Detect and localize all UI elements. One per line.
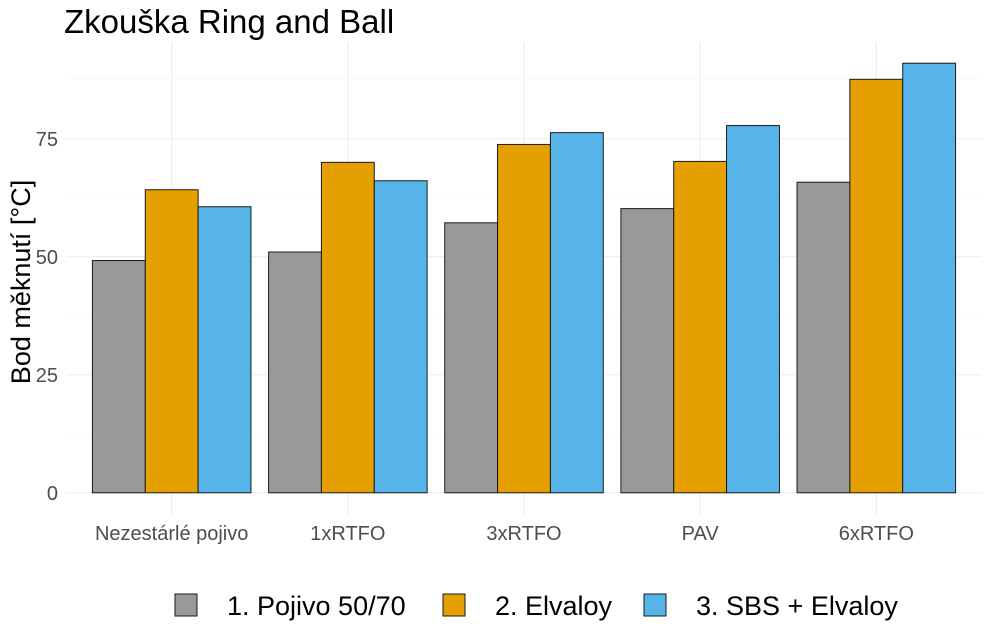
bar-pav-series-1 bbox=[620, 208, 675, 494]
bars bbox=[91, 62, 957, 494]
chart-title: Zkouška Ring and Ball bbox=[64, 3, 394, 40]
y-tick-label: 50 bbox=[36, 247, 58, 269]
bar-3xrtfo-series-3 bbox=[549, 132, 604, 494]
legend-label-series-1: 1. Pojivo 50/70 bbox=[227, 591, 406, 621]
bar-6xrtfo-series-3 bbox=[902, 62, 957, 494]
legend-key-series-2 bbox=[442, 593, 466, 617]
bar-6xrtfo-series-1 bbox=[796, 181, 851, 494]
bar-nezest-rl-pojivo-series-2 bbox=[144, 189, 199, 494]
x-tick-label: Nezestárlé pojivo bbox=[95, 523, 248, 545]
bar-1xrtfo-series-3 bbox=[373, 180, 428, 494]
bar-3xrtfo-series-2 bbox=[497, 143, 551, 494]
bar-3xrtfo-series-1 bbox=[444, 222, 499, 494]
bar-1xrtfo-series-1 bbox=[268, 251, 322, 494]
legend-key-series-1 bbox=[174, 593, 198, 617]
legend-label-series-3: 3. SBS + Elvaloy bbox=[696, 591, 898, 621]
legend-label-series-2: 2. Elvaloy bbox=[495, 591, 613, 621]
y-tick-label: 0 bbox=[47, 483, 58, 505]
bar-pav-series-3 bbox=[726, 125, 780, 494]
y-tick-label: 25 bbox=[36, 365, 58, 387]
y-axis-ticks: 0 25 50 75 bbox=[36, 129, 58, 505]
x-tick-label: 1xRTFO bbox=[310, 523, 385, 545]
legend: 1. Pojivo 50/70 2. Elvaloy 3. SBS + Elvalo… bbox=[174, 591, 898, 621]
x-axis-ticks: Nezestárlé pojivo 1xRTFO 3xRTFO PAV 6xRTFO bbox=[95, 523, 914, 545]
bar-6xrtfo-series-2 bbox=[849, 78, 904, 494]
legend-key-series-3 bbox=[643, 593, 667, 617]
x-tick-label: 3xRTFO bbox=[486, 523, 561, 545]
y-tick-label: 75 bbox=[36, 129, 58, 151]
x-tick-label: 6xRTFO bbox=[839, 523, 914, 545]
bar-nezest-rl-pojivo-series-1 bbox=[91, 260, 146, 494]
bar-1xrtfo-series-2 bbox=[320, 161, 375, 494]
y-axis-label: Bod měknutí [°C] bbox=[6, 180, 36, 384]
bar-nezest-rl-pojivo-series-3 bbox=[197, 206, 252, 494]
bar-pav-series-2 bbox=[673, 160, 728, 494]
x-tick-label: PAV bbox=[682, 523, 720, 545]
